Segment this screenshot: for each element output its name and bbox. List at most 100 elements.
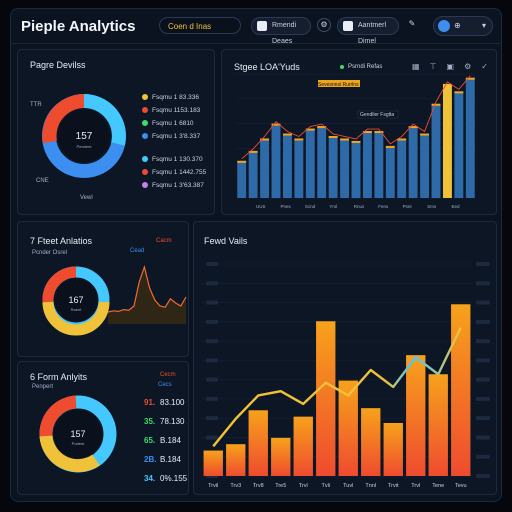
image-icon[interactable]: ▣ — [446, 62, 465, 71]
x-tick-label: Tvli — [321, 483, 330, 489]
main-bar-line-chart: Trvil Trv3 Trv8 Tre5 Trvl Tvli Tuvl Tnnl Trvit Tr… — [202, 262, 490, 489]
chevron-down-icon: ▾ — [481, 21, 486, 30]
value-row-index: 35. — [144, 417, 156, 426]
fleet-sub: Pcnder Osrel — [32, 250, 68, 256]
donut-slice-yellow — [39, 435, 100, 473]
yellow-label-box — [318, 80, 360, 87]
value-row-value: 0%.155 — [160, 474, 188, 483]
bar-cap — [340, 138, 350, 141]
chart-bar — [271, 123, 281, 198]
bar-cap — [374, 131, 384, 134]
user-menu-icon: ⊕ — [454, 21, 461, 30]
chart-bar — [340, 138, 350, 198]
app-title: Pieple Analytics — [21, 18, 136, 35]
bar-cap — [408, 126, 418, 129]
legend-item: Fsqmu 1 3'63.387 — [142, 182, 204, 189]
chart-bar — [294, 138, 304, 198]
bar-cap — [351, 140, 361, 143]
sub-label-box — [357, 110, 399, 119]
check-icon[interactable]: ✓ — [481, 62, 498, 71]
fleet-donut-value: 167 — [68, 295, 83, 305]
legend-item: Fsqmu 1 1442.755 — [142, 169, 206, 176]
chart-bar — [260, 138, 270, 198]
legend-label: Fsqmu 1 3'63.387 — [152, 182, 204, 189]
people-panel-title: Pagre Devilss — [30, 60, 86, 70]
stages-bar-chart: Sevesnnsi Rurrlns Gendiler Fsgtta UUS Pnes S… — [236, 73, 476, 209]
chart-bar — [351, 140, 361, 198]
x-tick-label: Tevu — [455, 483, 467, 489]
avatar — [438, 20, 450, 32]
form-donut-value: 157 — [70, 429, 85, 439]
tools-icon[interactable]: ✎ — [408, 19, 416, 28]
gear-icon[interactable]: ⚙ — [464, 62, 482, 71]
report-button[interactable]: Rmendi Deaes — [251, 17, 311, 45]
bar-cap — [385, 145, 395, 148]
grid-icon[interactable]: ▦ — [412, 62, 430, 71]
chart-bar — [248, 410, 268, 476]
bar-cap — [397, 138, 407, 141]
bar-cap — [260, 138, 270, 141]
x-tick-label: Psnt — [403, 204, 413, 209]
value-row: 65. B.184 — [144, 436, 181, 445]
trend-line — [241, 75, 471, 160]
form-donut-chart: 157 Podent — [39, 395, 117, 473]
legend-item: Fsqmu 1 130.370 — [142, 156, 203, 163]
top-header: Pieple Analytics Coen d Inas Rmendi Deae… — [11, 9, 501, 45]
bar-cap — [328, 136, 338, 138]
value-row: 35. 78.130 — [144, 417, 184, 426]
value-row-value: 83.100 — [160, 398, 185, 407]
x-tick-label: Trv8 — [253, 483, 264, 489]
x-tick-label: Tuvl — [343, 483, 353, 489]
chart-bar — [374, 131, 384, 198]
y-tick-label — [476, 319, 490, 324]
chart-bar — [203, 450, 223, 476]
bar-cap — [271, 123, 281, 126]
value-row: 34. 0%.155 — [144, 474, 187, 483]
export-icon — [343, 21, 353, 31]
settings-icon[interactable]: ⚙ — [317, 18, 331, 32]
bar-cap — [282, 133, 292, 136]
people-label-left: TTR — [30, 102, 42, 108]
chart-bar — [383, 423, 403, 476]
chart-bar — [451, 304, 471, 476]
value-row-index: 91. — [144, 398, 156, 407]
donut-slice-yellow — [42, 301, 110, 336]
x-tick-label: Tene — [432, 483, 444, 489]
report-button-label: Rmendi Deaes — [272, 22, 297, 45]
people-donut-value: 157 — [76, 131, 93, 142]
legend-label: Fsqmu 1 6810 — [152, 120, 194, 127]
y-tick-label-left — [206, 300, 218, 305]
filter-icon[interactable]: ⊤ — [429, 62, 447, 71]
x-tick-label: Eed — [452, 204, 461, 209]
y-tick-label-left — [206, 435, 218, 440]
search-input[interactable]: Coen d Inas — [159, 17, 241, 34]
bar-cap — [248, 150, 258, 153]
dashboard-window: Pieple Analytics Coen d Inas Rmendi Deae… — [10, 8, 502, 502]
chart-bar — [408, 126, 418, 198]
y-tick-label — [476, 454, 490, 459]
legend-item: Fsqmu 1 6810 — [142, 120, 194, 127]
chart-bar — [338, 380, 358, 476]
people-panel: Pagre Devilss TTR CNE Vewl 157 Pendent F… — [17, 49, 215, 215]
y-tick-label — [476, 377, 490, 382]
user-menu[interactable]: ⊕ ▾ — [433, 16, 493, 36]
export-button[interactable]: Aantmerl Dimel — [337, 17, 399, 45]
chart-bar — [431, 103, 441, 198]
legend-dot — [142, 169, 148, 175]
people-label-bottom-left: CNE — [36, 178, 49, 184]
form-donut-sub: Podent — [72, 441, 86, 446]
stages-panel: Stgee LOA'Yuds Psrndi Refas ▦⊤▣⚙✓ Sevesn… — [221, 49, 497, 215]
legend-dot — [142, 94, 148, 100]
x-tick-label: Trv3 — [230, 483, 241, 489]
x-tick-label: Trvit — [388, 483, 399, 489]
bar-cap — [465, 77, 475, 80]
legend-dot — [142, 107, 148, 113]
y-tick-label — [476, 358, 490, 363]
chart-bar — [328, 136, 338, 198]
legend-dot — [142, 182, 148, 188]
legend-item: Fsqmu 1 83.336 — [142, 94, 199, 101]
people-donut-sub: Pendent — [77, 144, 93, 149]
fleet-panel-title: 7 Fteet Anlatios — [30, 236, 93, 246]
people-label-bottom: Vewl — [80, 195, 93, 201]
chart-bar — [428, 374, 448, 476]
